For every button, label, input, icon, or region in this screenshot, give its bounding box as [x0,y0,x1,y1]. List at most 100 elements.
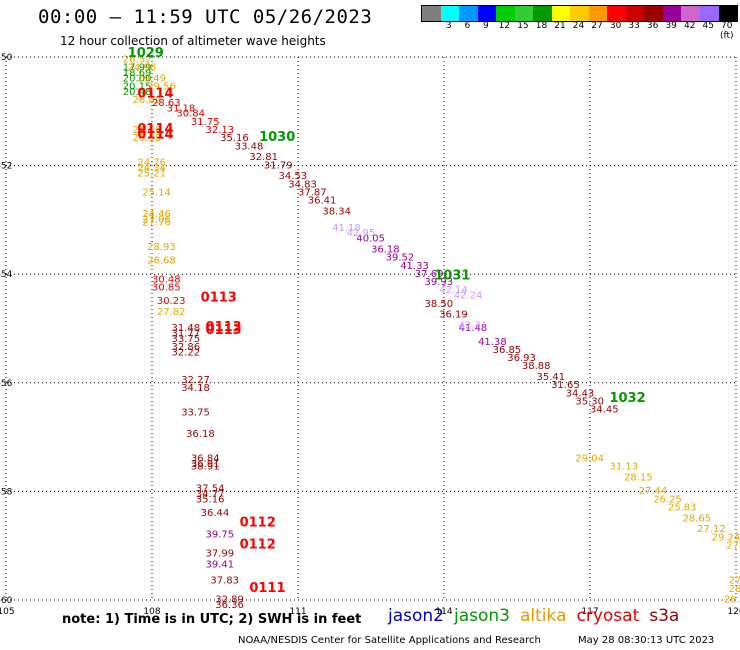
time-stamp-label: 1031 [434,269,470,284]
x-tick-label: 114 [435,607,452,617]
data-label: 28.93 [147,242,176,253]
data-label: 42.95 [347,228,376,239]
time-stamp-label: 0112 [240,537,276,552]
data-label: 26.5 [724,595,740,606]
data-label: 37.54 [196,483,225,494]
axis-ticks: 105 108 111 114 117 120 -50 -52 -54 -56 -58 -60 [0,53,740,617]
data-label: 39.93 [425,277,454,288]
data-label: 39.52 [386,253,415,264]
data-label: 20.15 [123,82,152,93]
data-label: 29.49 [137,73,166,84]
color-scale-label: 3 [445,21,452,31]
y-tick-label: -54 [0,270,13,280]
color-swatch [625,6,645,21]
data-label: 29.04 [575,454,604,465]
color-scale-label: 21 [554,21,566,31]
data-label: 34.77 [196,489,225,500]
time-stamp-label: 1029 [128,46,164,61]
color-swatch [699,6,719,21]
data-label: 26.89 [133,95,162,106]
data-label: 34.53 [279,171,308,182]
grid-lines [5,56,737,601]
satellite-legend: jason2 jason3 altika cryosat s3a [388,606,689,626]
data-label: 32.13 [206,125,235,136]
data-label: 27 [729,576,740,587]
data-label: 36.41 [308,196,337,207]
data-label: 25.21 [137,168,166,179]
data-label: 38.50 [425,299,454,310]
data-label: 38.91 [191,462,220,473]
data-label: 28. [729,584,740,595]
data-label: 27.82 [157,307,186,318]
legend-entry-jason3: jason3 [454,606,510,626]
data-label: 35.16 [220,133,249,144]
color-scale-label: 70 (ft) [719,21,734,41]
data-label: 20.00 [123,73,152,84]
color-scale-label: 24 [572,21,585,31]
color-swatch [570,6,589,21]
data-label: 27.06 [142,215,171,226]
data-label: 41.33 [400,261,429,272]
data-label: 32.89 [215,595,244,606]
units-note: note: 1) Time is in UTC; 2) SWH is in fe… [62,612,362,627]
data-label: 30.48 [152,274,181,285]
data-label: 39.41 [206,559,235,570]
data-label: 24.34 [137,163,166,174]
data-label: 41.38 [478,337,507,348]
data-label: 32.27 [181,375,210,386]
data-label: 37.69 [415,269,444,280]
color-swatch [422,6,441,21]
color-swatch [440,6,460,21]
color-swatch [607,6,626,21]
color-scale-label: 15 [517,21,529,31]
color-scale-label: 27 [591,21,603,31]
data-label: 41.48 [459,323,488,334]
data-label: 31.65 [551,380,580,391]
x-tick-label: 105 [0,607,15,617]
data-label: 33.75 [171,334,200,345]
x-tick-label: 108 [143,607,160,617]
chart-title: 00:00 – 11:59 UTC 05/26/2023 [38,6,373,28]
data-label: 26.68 [147,255,176,266]
credit-line: NOAA/NESDIS Center for Satellite Applica… [238,635,541,646]
color-scale-label: 45 [702,21,714,31]
time-stamp-label: 0111 [249,581,285,596]
chart-subtitle: 12 hour collection of altimeter wave hei… [60,34,326,48]
data-label: 41.18 [332,223,361,234]
data-label: 42.14 [439,285,468,296]
data-label: 34.43 [566,388,595,399]
data-label: 30.84 [176,109,205,120]
color-swatch [514,6,534,21]
data-label: 30.23 [157,296,186,307]
data-label: 17.99 [123,63,152,74]
y-tick-label: -60 [0,596,13,606]
data-label: 42.31 [459,321,488,332]
generated-timestamp: May 28 08:30:13 UTC 2023 [578,635,715,646]
color-swatch [533,6,552,21]
y-tick-label: -52 [0,162,12,172]
data-label: 33.48 [235,141,264,152]
data-label: 40.05 [356,234,385,245]
data-label: 37.99 [206,549,235,560]
data-label: 36.44 [201,508,230,519]
legend-entry-s3a: s3a [649,606,680,626]
color-scale-label: 30 [609,21,622,31]
data-label: 36.93 [507,353,536,364]
data-label: 36.85 [493,345,522,356]
data-label: 31.48 [171,323,200,334]
x-tick-label: 120 [727,607,740,617]
data-label: 33.75 [181,407,210,418]
data-label: 36.18 [371,244,400,255]
color-scale-label: 42 [683,21,696,31]
color-swatch [662,6,682,21]
data-label: 31.13 [609,462,638,473]
data-label: 37.87 [298,187,327,198]
color-scale-label: 12 [498,21,511,31]
legend-entry-altika: altika [520,606,567,626]
data-label: 35.41 [536,372,565,383]
time-stamp-label: 0113 [206,323,242,338]
data-label: 34.45 [590,405,619,416]
color-swatch [718,6,738,21]
data-label: 25.83 [668,502,697,513]
